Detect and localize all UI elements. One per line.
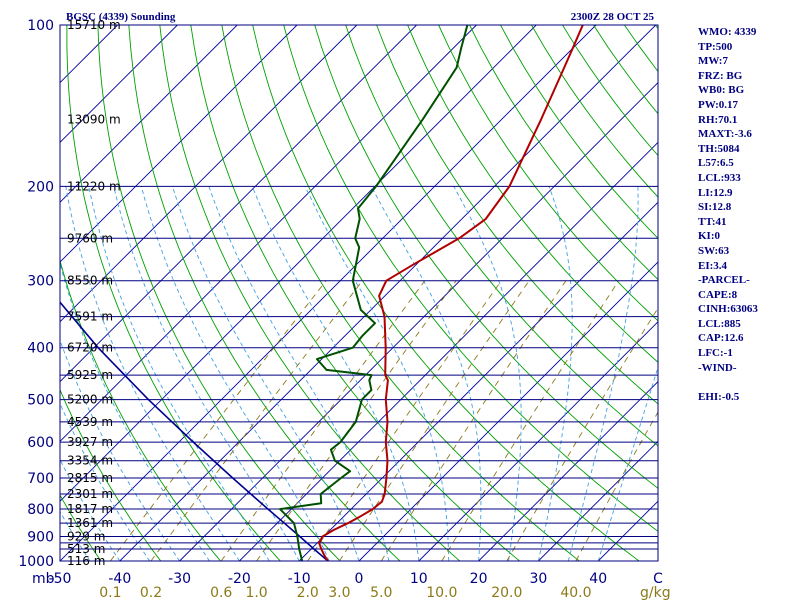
index-item: WMO: 4339	[698, 25, 798, 40]
index-item: WB0: BG	[698, 83, 798, 98]
mixing-ratio-tick-label: 0.2	[140, 585, 162, 600]
height-label: 116 m	[67, 554, 105, 568]
temperature-tick-label: 30	[529, 571, 547, 587]
index-item: EHI:-0.5	[698, 390, 798, 405]
x-axis-unit: g/kg	[640, 585, 671, 600]
index-item: LCL:933	[698, 171, 798, 186]
index-item: PW:0.17	[698, 98, 798, 113]
station-title: BGSC (4339) Sounding	[66, 11, 176, 23]
height-label: 4539 m	[67, 415, 113, 429]
index-item: LI:12.9	[698, 186, 798, 201]
sounding-time: 2300Z 28 OCT 25	[571, 11, 655, 23]
height-label: 7591 m	[67, 310, 113, 324]
index-item: LFC:-1	[698, 346, 798, 361]
mixing-ratio-tick-label: 2.0	[297, 585, 319, 600]
mixing-ratio-tick-label: 10.0	[426, 585, 457, 600]
index-item	[698, 375, 798, 390]
mixing-ratio-tick-label: 20.0	[491, 585, 522, 600]
index-item: TH:5084	[698, 142, 798, 157]
index-item: MAXT:-3.6	[698, 127, 798, 142]
pressure-tick-label: 300	[27, 274, 54, 290]
index-item: CAP:12.6	[698, 331, 798, 346]
index-item: -PARCEL-	[698, 273, 798, 288]
pressure-tick-label: 400	[27, 341, 54, 357]
pressure-tick-label: 100	[27, 18, 54, 34]
index-item: TT:41	[698, 215, 798, 230]
height-label: 6720 m	[67, 341, 113, 355]
pressure-tick-label: 500	[27, 393, 54, 409]
mixing-ratio-tick-label: 40.0	[560, 585, 591, 600]
height-label: 5200 m	[67, 393, 113, 407]
index-item: KI:0	[698, 229, 798, 244]
index-item: SW:63	[698, 244, 798, 259]
index-item: -WIND-	[698, 361, 798, 376]
index-item: FRZ: BG	[698, 69, 798, 84]
pressure-tick-label: 1000	[18, 554, 54, 570]
temperature-tick-label: 20	[470, 571, 488, 587]
height-label: 1817 m	[67, 502, 113, 516]
index-item: TP:500	[698, 40, 798, 55]
index-item: LCL:885	[698, 317, 798, 332]
temperature-tick-label: 40	[589, 571, 607, 587]
mixing-ratio-tick-label: 3.0	[328, 585, 350, 600]
temperature-tick-label: 0	[355, 571, 364, 587]
index-item: CINH:63063	[698, 302, 798, 317]
pressure-tick-label: 800	[27, 502, 54, 518]
height-label: 1361 m	[67, 516, 113, 530]
height-label: 2815 m	[67, 471, 113, 485]
height-label: 3927 m	[67, 435, 113, 449]
height-label: 13090 m	[67, 112, 121, 126]
height-label: 8550 m	[67, 274, 113, 288]
height-label: 5925 m	[67, 368, 113, 382]
pressure-tick-label: 900	[27, 530, 54, 546]
height-label: 11220 m	[67, 179, 121, 193]
mixing-ratio-tick-label: 5.0	[370, 585, 392, 600]
pressure-tick-label: 700	[27, 471, 54, 487]
pressure-tick-label: 200	[27, 179, 54, 195]
mixing-ratio-tick-label: 0.1	[99, 585, 121, 600]
index-item: EI:3.4	[698, 259, 798, 274]
index-item: CAPE:8	[698, 288, 798, 303]
height-label: 2301 m	[67, 487, 113, 501]
temperature-tick-label: -30	[168, 571, 191, 587]
index-item: SI:12.8	[698, 200, 798, 215]
mixing-ratio-tick-label: 0.6	[210, 585, 232, 600]
pressure-tick-label: 600	[27, 435, 54, 451]
height-label: 3354 m	[67, 454, 113, 468]
temperature-tick-label: 10	[410, 571, 428, 587]
height-label: 9760 m	[67, 231, 113, 245]
index-item: MW:7	[698, 54, 798, 69]
index-item: RH:70.1	[698, 113, 798, 128]
index-item: L57:6.5	[698, 156, 798, 171]
mixing-ratio-tick-label: 1.0	[245, 585, 267, 600]
y-axis-unit: mb	[32, 571, 55, 587]
